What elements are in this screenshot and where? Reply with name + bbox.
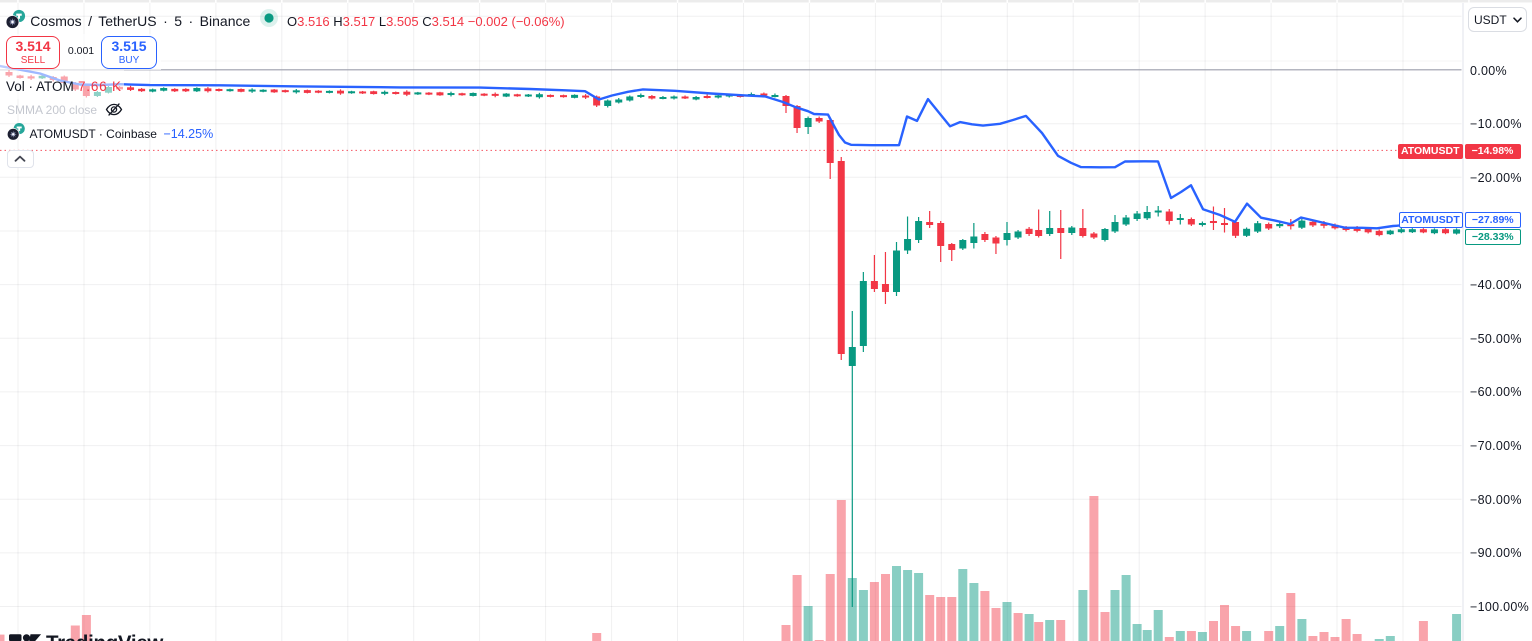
svg-text:TradingView: TradingView (46, 633, 163, 641)
